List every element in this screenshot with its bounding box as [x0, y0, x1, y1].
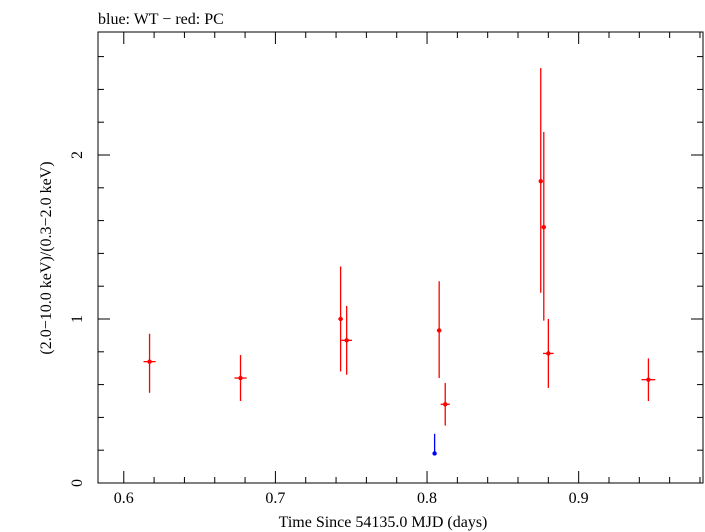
- data-point: [147, 359, 152, 364]
- data-marks: [143, 68, 656, 456]
- series-pc: [143, 68, 656, 426]
- data-point: [436, 328, 442, 333]
- data-point: [538, 179, 543, 184]
- plot-frame: [97, 31, 704, 484]
- axes: 0.6 0.7 0.8 0.9 0 1 2: [69, 32, 703, 507]
- x-tick-label: 0.7: [265, 490, 285, 507]
- y-axis-label: (2.0−10.0 keV)/(0.3−2.0 keV): [38, 161, 55, 354]
- data-point: [646, 377, 651, 382]
- data-point: [443, 402, 448, 407]
- x-tick-label: 0.9: [569, 490, 589, 507]
- x-axis-label: Time Since 54135.0 MJD (days): [279, 514, 488, 531]
- y-tick-label: 2: [69, 151, 86, 159]
- x-tick-label: 0.8: [417, 490, 437, 507]
- y-tick-label: 0: [69, 479, 86, 487]
- chart-title: blue: WT − red: PC: [98, 11, 224, 28]
- y-tick-label: 1: [69, 315, 86, 323]
- data-point: [432, 451, 437, 456]
- data-point: [546, 351, 551, 356]
- series-wt: [432, 433, 437, 456]
- data-point: [338, 316, 343, 322]
- x-tick-label: 0.6: [114, 490, 134, 507]
- data-point: [238, 375, 243, 381]
- data-point: [344, 338, 349, 343]
- data-point: [541, 224, 546, 230]
